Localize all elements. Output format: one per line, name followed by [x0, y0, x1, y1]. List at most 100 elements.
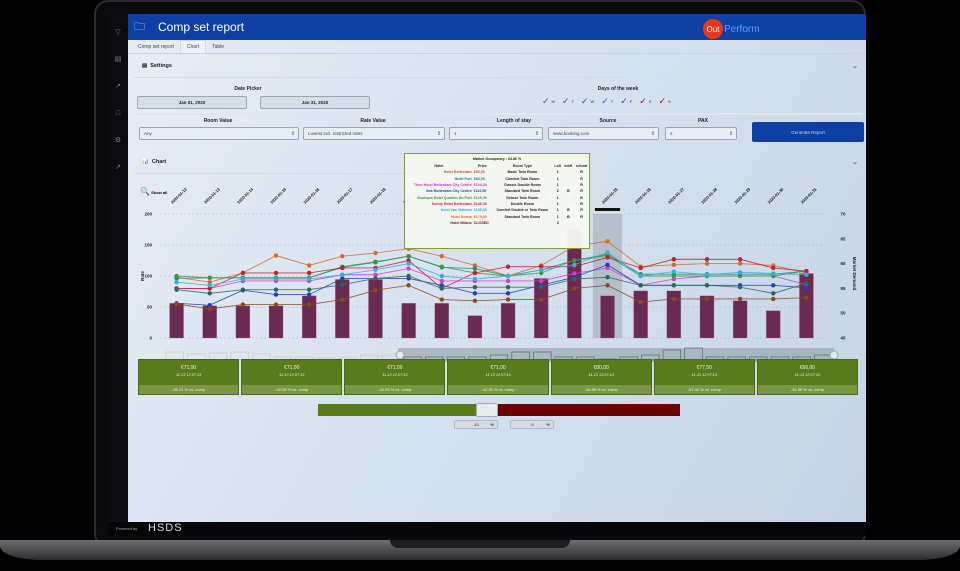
zoom-out-icon[interactable]: 🔍: [140, 187, 150, 196]
series-point[interactable]: [605, 265, 610, 271]
series-point[interactable]: [605, 262, 610, 268]
series-point[interactable]: [373, 259, 378, 264]
series-point[interactable]: [472, 284, 478, 290]
series-line[interactable]: [176, 255, 807, 279]
series-point[interactable]: [671, 262, 677, 268]
series-point[interactable]: [306, 270, 312, 276]
navigator-left-handle[interactable]: [395, 350, 405, 360]
series-point[interactable]: [439, 278, 444, 284]
series-point[interactable]: [737, 273, 743, 279]
series-point[interactable]: [539, 264, 544, 269]
series-point[interactable]: [306, 287, 312, 292]
series-point[interactable]: [572, 258, 577, 263]
price-card[interactable]: €77,50 11-13 12:07:13 -37.42 % vs. comp: [653, 359, 755, 395]
series-point[interactable]: [737, 270, 743, 275]
demand-bar[interactable]: [401, 303, 416, 339]
series-point[interactable]: [406, 253, 411, 259]
day-checkbox-tue[interactable]: ✓ T: [561, 96, 574, 106]
series-point[interactable]: [373, 276, 378, 281]
series-point[interactable]: [605, 239, 610, 244]
series-point[interactable]: [605, 250, 610, 255]
series-point[interactable]: [207, 283, 212, 288]
series-point[interactable]: [406, 258, 411, 263]
series-point[interactable]: [439, 273, 444, 279]
series-point[interactable]: [306, 302, 312, 307]
demand-bar[interactable]: [301, 295, 317, 339]
series-point[interactable]: [804, 272, 809, 277]
series-point[interactable]: [505, 291, 511, 296]
series-point[interactable]: [273, 287, 279, 292]
series-point[interactable]: [207, 280, 212, 285]
threshold-high-input[interactable]: -5%: [510, 420, 554, 429]
date-to-input[interactable]: Jan 31, 2020: [260, 96, 370, 109]
series-point[interactable]: [406, 266, 411, 271]
series-point[interactable]: [638, 283, 643, 288]
series-point[interactable]: [572, 276, 577, 282]
source-select[interactable]: www.booking.com ⇕: [548, 127, 659, 140]
series-point[interactable]: [704, 257, 710, 262]
series-point[interactable]: [572, 262, 577, 268]
series-point[interactable]: [273, 292, 279, 297]
series-point[interactable]: [373, 250, 378, 256]
series-point[interactable]: [539, 278, 544, 284]
series-point[interactable]: [174, 301, 179, 307]
series-point[interactable]: [207, 286, 212, 291]
series-point[interactable]: [240, 287, 246, 292]
series-point[interactable]: [771, 271, 776, 276]
series-point[interactable]: [207, 302, 212, 308]
wrench-icon[interactable]: ↗: [115, 164, 121, 171]
settings-header[interactable]: ▤ Settings ⌄: [134, 54, 860, 78]
series-line[interactable]: [176, 240, 807, 283]
demand-bar[interactable]: [633, 290, 648, 339]
series-point[interactable]: [572, 271, 577, 276]
series-point[interactable]: [439, 283, 444, 288]
day-checkbox-thu[interactable]: ✓ T: [601, 96, 614, 106]
demand-bar[interactable]: [169, 303, 184, 339]
series-point[interactable]: [472, 270, 478, 276]
gear-icon[interactable]: ⚙: [114, 137, 122, 144]
demand-bar[interactable]: [467, 315, 483, 339]
series-point[interactable]: [207, 291, 212, 296]
series-point[interactable]: [406, 261, 411, 266]
price-card[interactable]: €71,00 11-13 12:07:13 -42.25 % vs. comp: [344, 359, 446, 395]
day-checkbox-wed[interactable]: ✓ W: [580, 96, 595, 106]
series-point[interactable]: [737, 261, 743, 266]
threshold-slider[interactable]: [318, 403, 680, 417]
series-point[interactable]: [704, 272, 710, 277]
rate-chart[interactable]: 0 50 100 150 200 45 50 55 60 65 70 Rate Market Deman…: [128, 174, 866, 364]
series-point[interactable]: [273, 276, 279, 282]
series-point[interactable]: [207, 275, 212, 281]
series-line[interactable]: [176, 284, 807, 310]
demand-bar[interactable]: [666, 290, 682, 339]
series-point[interactable]: [406, 283, 411, 288]
demand-bar[interactable]: [699, 295, 715, 339]
series-line[interactable]: [176, 256, 807, 289]
price-card[interactable]: €71,00 11-13 12:07:13 -42.25 % vs. comp: [447, 359, 549, 395]
date-from-input[interactable]: Jan 01, 2020: [137, 96, 247, 109]
series-point[interactable]: [737, 284, 743, 290]
series-point[interactable]: [174, 273, 179, 279]
series-point[interactable]: [638, 299, 643, 305]
tab-chart[interactable]: Chart: [179, 40, 207, 53]
series-point[interactable]: [273, 253, 279, 258]
series-point[interactable]: [340, 276, 345, 281]
series-point[interactable]: [340, 272, 345, 277]
series-point[interactable]: [704, 283, 710, 288]
demand-bar[interactable]: [268, 305, 284, 339]
series-point[interactable]: [539, 284, 544, 290]
tab-table[interactable]: Table: [212, 44, 225, 50]
rate-value-select[interactable]: Lowest incl. restricted rates ⇕: [303, 127, 445, 140]
series-point[interactable]: [373, 288, 378, 293]
series-point[interactable]: [671, 276, 677, 282]
series-point[interactable]: [472, 298, 478, 303]
series-point[interactable]: [671, 269, 677, 274]
series-point[interactable]: [207, 306, 212, 312]
series-point[interactable]: [605, 283, 610, 288]
series-point[interactable]: [439, 286, 444, 291]
day-checkbox-sun[interactable]: ✓ S: [658, 96, 671, 106]
price-card[interactable]: €71,00 11-13 12:07:13 -42.25 % vs. comp: [241, 359, 343, 395]
demand-bar[interactable]: [500, 303, 516, 339]
series-point[interactable]: [472, 263, 478, 268]
series-point[interactable]: [439, 297, 444, 302]
series-point[interactable]: [472, 276, 478, 282]
